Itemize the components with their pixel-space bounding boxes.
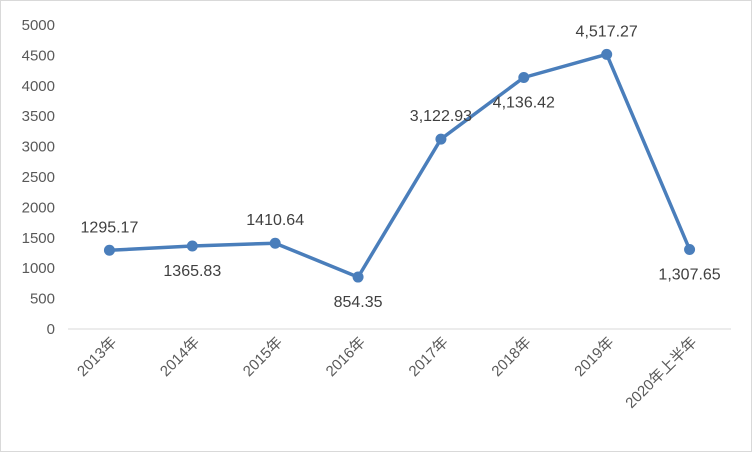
y-tick-label: 1500	[22, 230, 55, 247]
y-tick-label: 2000	[22, 199, 55, 216]
x-tick-label: 2013年	[74, 334, 120, 380]
markers-group	[103, 48, 696, 283]
x-tick-label: 2015年	[240, 334, 286, 380]
y-axis: 0 500 1000 1500 2000 2500 3000 3500 4000 4500 5000	[22, 17, 55, 338]
data-label: 4,136.42	[493, 95, 555, 112]
data-point-marker	[352, 271, 364, 283]
data-point-marker	[518, 72, 530, 84]
y-tick-label: 3500	[22, 108, 55, 125]
data-label: 1295.17	[81, 219, 139, 236]
data-point-marker	[269, 237, 281, 249]
y-tick-label: 5000	[22, 17, 55, 34]
y-tick-label: 0	[47, 321, 55, 338]
data-label: 854.35	[334, 294, 383, 311]
x-tick-label: 2014年	[157, 334, 203, 380]
data-point-marker	[435, 133, 447, 145]
y-tick-label: 3000	[22, 139, 55, 156]
x-tick-label: 2020年上半年	[622, 334, 700, 412]
y-tick-label: 2500	[22, 169, 55, 186]
data-point-marker	[103, 244, 115, 256]
data-label: 1365.83	[163, 263, 221, 280]
x-tick-label: 2018年	[488, 334, 534, 380]
data-point-marker	[601, 48, 613, 60]
x-tick-label: 2019年	[571, 334, 617, 380]
data-point-marker	[186, 240, 198, 252]
data-label: 1410.64	[246, 212, 304, 229]
series-group	[107, 52, 692, 279]
x-tick-label: 2016年	[323, 334, 369, 380]
series-line	[107, 52, 692, 279]
x-axis: 2013年 2014年 2015年 2016年 2017年 2018年 2019年 2020年…	[68, 328, 731, 412]
y-tick-label: 500	[30, 291, 55, 308]
data-label: 1,307.65	[658, 266, 720, 283]
data-label: 4,517.27	[576, 23, 638, 40]
data-label: 3,122.93	[410, 108, 472, 125]
y-tick-label: 1000	[22, 260, 55, 277]
y-tick-label: 4000	[22, 78, 55, 95]
data-point-marker	[684, 243, 696, 255]
data-labels-group: 1295.17 1365.83 1410.64 854.35 3,122.93 4,136…	[81, 23, 721, 311]
y-tick-label: 4500	[22, 47, 55, 64]
x-tick-label: 2017年	[406, 334, 452, 380]
